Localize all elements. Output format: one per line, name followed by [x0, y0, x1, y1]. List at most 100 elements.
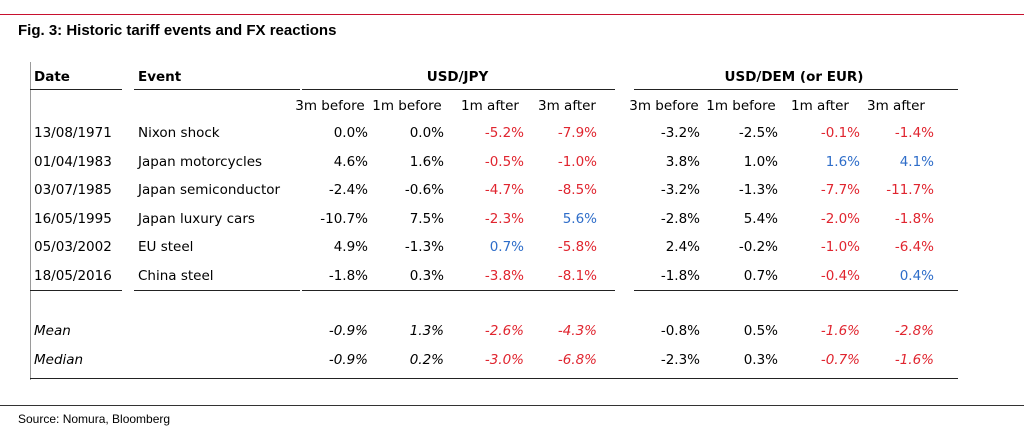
header-usdjpy: USD/JPY — [426, 69, 489, 85]
row-value: -0.5% — [484, 153, 524, 170]
row-value: -1.0% — [557, 153, 597, 170]
row-value: 0.7% — [743, 267, 778, 284]
subheader-3: 3m after — [538, 98, 596, 114]
row-value: -2.4% — [328, 182, 368, 198]
row-value: -5.8% — [557, 239, 597, 255]
header-date: Date — [34, 69, 70, 85]
summary-value: -0.9% — [328, 351, 368, 368]
row-value: 0.4% — [899, 267, 934, 284]
row-value: -7.9% — [557, 125, 597, 141]
row-value: -0.2% — [738, 239, 778, 255]
subheader-5: 1m before — [706, 98, 776, 114]
row-value: 4.1% — [899, 153, 934, 170]
top-red-rule — [0, 14, 1024, 15]
separator-date — [30, 290, 122, 291]
summary-value: -1.6% — [820, 323, 860, 339]
row-value: -1.8% — [894, 210, 934, 227]
row-value: -1.3% — [738, 182, 778, 198]
subheader-7: 3m after — [867, 98, 925, 114]
row-value: -11.7% — [886, 182, 934, 198]
row-value: -5.2% — [484, 125, 524, 141]
bottom-rule — [0, 405, 1024, 406]
summary-value: -0.7% — [820, 351, 860, 368]
row-value: 4.9% — [333, 239, 368, 255]
summary-value: -1.6% — [894, 351, 934, 368]
summary-value: -3.0% — [484, 351, 524, 368]
row-value: 0.3% — [409, 267, 444, 284]
row-value: 0.0% — [409, 125, 444, 141]
row-date: 18/05/2016 — [34, 267, 112, 284]
row-value: -8.1% — [557, 267, 597, 284]
row-value: -0.6% — [404, 182, 444, 198]
summary-value: -0.9% — [328, 323, 368, 339]
row-value: -6.4% — [894, 239, 934, 255]
row-value: -10.7% — [320, 210, 368, 227]
row-value: 3.8% — [665, 153, 700, 170]
row-value: 1.6% — [409, 153, 444, 170]
subheader-6: 1m after — [791, 98, 849, 114]
row-value: 5.4% — [743, 210, 778, 227]
tariff-events-table: Date Event USD/JPY USD/DEM (or EUR) 3m b… — [30, 62, 958, 380]
summary-value: 1.3% — [409, 323, 444, 339]
row-value: 0.0% — [333, 125, 368, 141]
header-event: Event — [138, 69, 182, 85]
row-event: Japan motorcycles — [138, 153, 263, 170]
row-value: -1.4% — [894, 125, 934, 141]
subheader-2: 1m after — [461, 98, 519, 114]
figure-title: Fig. 3: Historic tariff events and FX re… — [18, 22, 337, 39]
summary-value: -0.8% — [660, 323, 700, 339]
row-event: Japan luxury cars — [138, 210, 255, 227]
summary-value: -2.3% — [660, 351, 700, 368]
summary-label: Mean — [34, 323, 71, 339]
summary-label: Median — [34, 351, 84, 368]
row-date: 16/05/1995 — [34, 210, 112, 227]
summary-value: -4.3% — [557, 323, 597, 339]
row-value: -1.3% — [404, 239, 444, 255]
row-value: 2.4% — [665, 239, 700, 255]
summary-value: 0.5% — [743, 323, 778, 339]
row-value: 4.6% — [333, 153, 368, 170]
row-value: -7.7% — [820, 182, 860, 198]
separator-usdjpy — [302, 290, 615, 291]
row-value: -1.8% — [660, 267, 700, 284]
header-underline-usddem — [634, 89, 958, 90]
row-value: -0.4% — [820, 267, 860, 284]
row-event: EU steel — [138, 239, 194, 255]
row-value: 0.7% — [489, 239, 524, 255]
row-value: -3.2% — [660, 125, 700, 141]
row-event: China steel — [138, 267, 214, 284]
header-underline-event — [134, 89, 300, 90]
header-usddem: USD/DEM (or EUR) — [724, 69, 864, 85]
row-value: 7.5% — [409, 210, 444, 227]
header-underline-date — [30, 89, 122, 90]
row-value: -2.5% — [738, 125, 778, 141]
summary-value: 0.2% — [409, 351, 444, 368]
row-value: 5.6% — [562, 210, 597, 227]
source-note: Source: Nomura, Bloomberg — [18, 412, 171, 426]
row-value: -4.7% — [484, 182, 524, 198]
row-value: 1.6% — [825, 153, 860, 170]
header-underline-usdjpy — [302, 89, 615, 90]
table-bottom-border — [30, 378, 958, 379]
row-date: 03/07/1985 — [34, 182, 112, 198]
row-value: -2.3% — [484, 210, 524, 227]
summary-value: -2.6% — [484, 323, 524, 339]
subheader-1: 1m before — [372, 98, 442, 114]
row-value: -0.1% — [820, 125, 860, 141]
row-value: -3.2% — [660, 182, 700, 198]
summary-value: 0.3% — [743, 351, 778, 368]
table-left-border — [30, 62, 31, 380]
subheader-4: 3m before — [629, 98, 699, 114]
summary-value: -2.8% — [894, 323, 934, 339]
row-value: -1.0% — [820, 239, 860, 255]
row-value: -2.0% — [820, 210, 860, 227]
row-date: 01/04/1983 — [34, 153, 112, 170]
row-value: -3.8% — [484, 267, 524, 284]
row-event: Nixon shock — [138, 125, 220, 141]
separator-usddem — [634, 290, 958, 291]
row-event: Japan semiconductor — [138, 182, 281, 198]
separator-event — [134, 290, 300, 291]
row-value: -8.5% — [557, 182, 597, 198]
row-value: -2.8% — [660, 210, 700, 227]
summary-value: -6.8% — [557, 351, 597, 368]
